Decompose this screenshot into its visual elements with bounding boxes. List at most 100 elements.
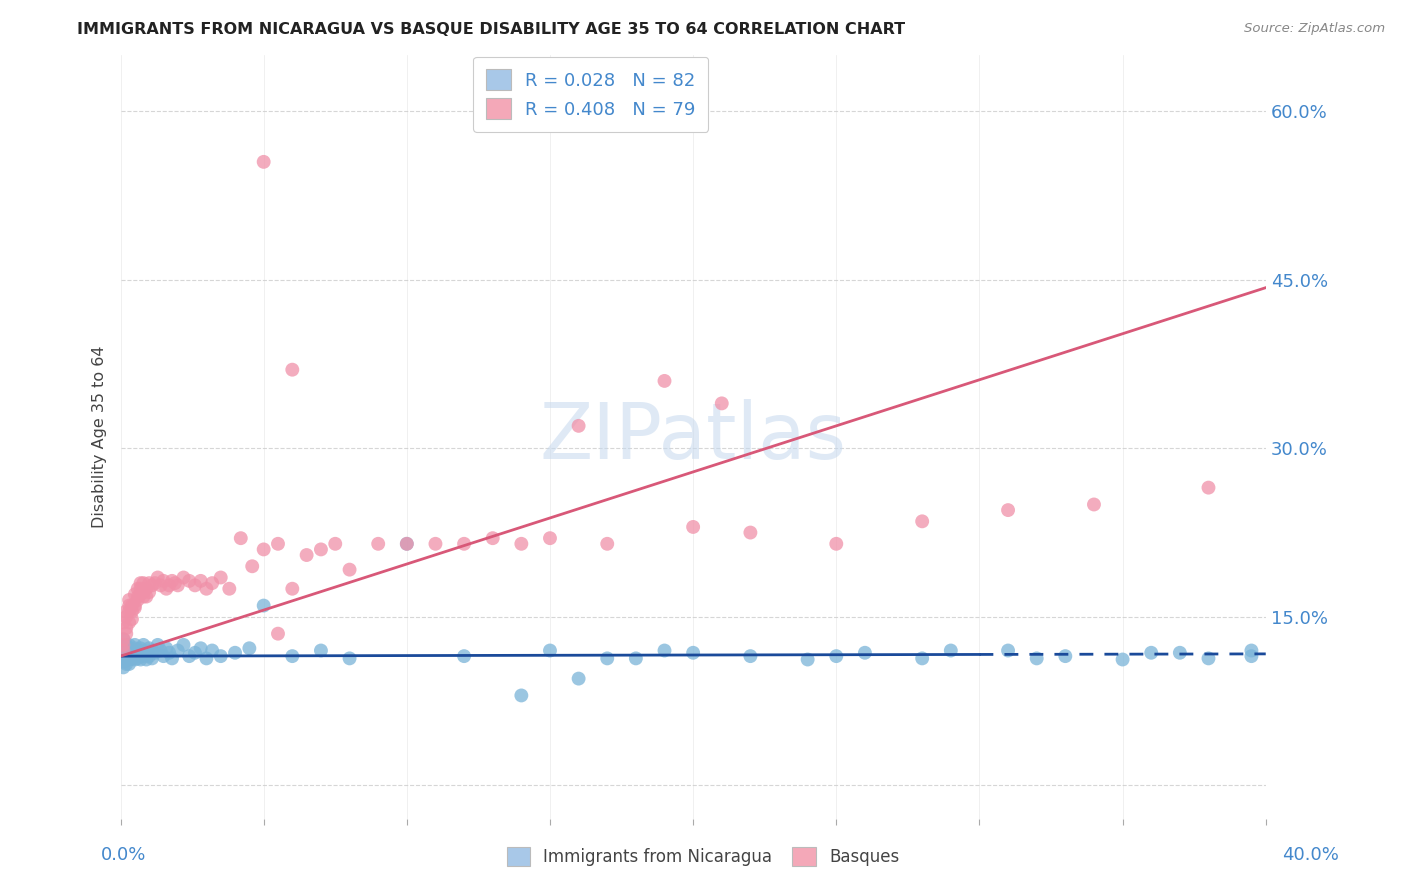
Legend: Immigrants from Nicaragua, Basques: Immigrants from Nicaragua, Basques [498, 838, 908, 875]
Point [453, 537, 475, 551]
Point [121, 646, 143, 660]
Point [132, 576, 155, 591]
Point [740, 525, 762, 540]
Point [309, 643, 332, 657]
Point [229, 531, 252, 545]
Point [160, 574, 183, 588]
Point [112, 638, 135, 652]
Point [127, 582, 149, 596]
Point [132, 638, 155, 652]
Point [129, 587, 152, 601]
Point [118, 638, 141, 652]
Point [121, 604, 143, 618]
Point [939, 643, 962, 657]
Point [115, 646, 138, 660]
Point [1198, 651, 1220, 665]
Point [173, 570, 195, 584]
Point [281, 362, 304, 376]
Point [453, 649, 475, 664]
Point [596, 537, 619, 551]
Point [481, 531, 503, 545]
Point [190, 641, 212, 656]
Point [121, 651, 143, 665]
Point [112, 660, 135, 674]
Text: 40.0%: 40.0% [1282, 846, 1339, 863]
Point [132, 590, 155, 604]
Point [179, 574, 201, 588]
Point [281, 649, 304, 664]
Point [510, 689, 533, 703]
Point [115, 609, 138, 624]
Point [112, 632, 135, 647]
Point [129, 652, 152, 666]
Text: IMMIGRANTS FROM NICARAGUA VS BASQUE DISABILITY AGE 35 TO 64 CORRELATION CHART: IMMIGRANTS FROM NICARAGUA VS BASQUE DISA… [77, 22, 905, 37]
Point [143, 646, 166, 660]
Point [112, 632, 135, 647]
Point [267, 626, 290, 640]
Point [132, 643, 155, 657]
Point [201, 576, 224, 591]
Point [121, 599, 143, 613]
Point [115, 621, 138, 635]
Point [121, 612, 143, 626]
Point [997, 643, 1019, 657]
Point [132, 585, 155, 599]
Point [124, 646, 146, 660]
Point [160, 651, 183, 665]
Point [1240, 643, 1263, 657]
Point [152, 649, 174, 664]
Point [209, 649, 232, 664]
Point [1083, 498, 1105, 512]
Point [624, 651, 647, 665]
Point [253, 599, 276, 613]
Point [124, 641, 146, 656]
Point [118, 646, 141, 660]
Text: Source: ZipAtlas.com: Source: ZipAtlas.com [1244, 22, 1385, 36]
Point [124, 600, 146, 615]
Point [1054, 649, 1077, 664]
Point [121, 643, 143, 657]
Point [138, 576, 160, 591]
Point [132, 649, 155, 664]
Point [190, 574, 212, 588]
Point [149, 578, 172, 592]
Point [1168, 646, 1191, 660]
Point [654, 643, 676, 657]
Point [115, 643, 138, 657]
Point [1140, 646, 1163, 660]
Point [141, 643, 163, 657]
Point [124, 599, 146, 613]
Point [218, 582, 240, 596]
Point [1240, 649, 1263, 664]
Point [118, 641, 141, 656]
Point [425, 537, 447, 551]
Point [195, 651, 218, 665]
Point [152, 574, 174, 588]
Point [118, 599, 141, 613]
Point [395, 537, 418, 551]
Point [146, 570, 169, 584]
Point [682, 520, 704, 534]
Point [596, 651, 619, 665]
Point [173, 638, 195, 652]
Point [367, 537, 389, 551]
Point [740, 649, 762, 664]
Point [118, 657, 141, 671]
Point [118, 593, 141, 607]
Point [568, 418, 591, 433]
Point [115, 626, 138, 640]
Point [568, 672, 591, 686]
Point [911, 514, 934, 528]
Point [309, 542, 332, 557]
Point [124, 587, 146, 601]
Point [124, 638, 146, 652]
Point [135, 646, 157, 660]
Point [135, 590, 157, 604]
Point [118, 615, 141, 630]
Point [129, 641, 152, 656]
Point [825, 649, 848, 664]
Point [127, 590, 149, 604]
Point [853, 646, 876, 660]
Point [267, 537, 290, 551]
Point [149, 643, 172, 657]
